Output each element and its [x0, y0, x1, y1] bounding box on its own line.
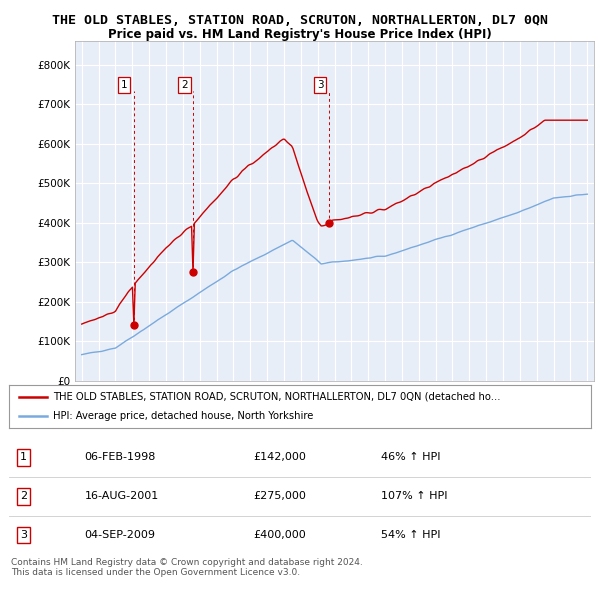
Text: 3: 3: [20, 530, 27, 540]
Text: Contains HM Land Registry data © Crown copyright and database right 2024.
This d: Contains HM Land Registry data © Crown c…: [11, 558, 362, 577]
Text: HPI: Average price, detached house, North Yorkshire: HPI: Average price, detached house, Nort…: [53, 411, 313, 421]
Text: 1: 1: [121, 80, 127, 90]
Text: £400,000: £400,000: [253, 530, 306, 540]
Text: THE OLD STABLES, STATION ROAD, SCRUTON, NORTHALLERTON, DL7 0QN (detached ho...: THE OLD STABLES, STATION ROAD, SCRUTON, …: [53, 392, 500, 402]
Text: £275,000: £275,000: [253, 491, 307, 501]
Text: 3: 3: [317, 80, 323, 90]
Text: 107% ↑ HPI: 107% ↑ HPI: [382, 491, 448, 501]
Text: 1: 1: [20, 453, 27, 462]
Text: 46% ↑ HPI: 46% ↑ HPI: [382, 453, 441, 462]
Text: Price paid vs. HM Land Registry's House Price Index (HPI): Price paid vs. HM Land Registry's House …: [108, 28, 492, 41]
Text: 54% ↑ HPI: 54% ↑ HPI: [382, 530, 441, 540]
Text: 04-SEP-2009: 04-SEP-2009: [85, 530, 155, 540]
Text: £142,000: £142,000: [253, 453, 307, 462]
Text: 06-FEB-1998: 06-FEB-1998: [85, 453, 156, 462]
Text: 2: 2: [20, 491, 27, 501]
Text: 16-AUG-2001: 16-AUG-2001: [85, 491, 159, 501]
Text: THE OLD STABLES, STATION ROAD, SCRUTON, NORTHALLERTON, DL7 0QN: THE OLD STABLES, STATION ROAD, SCRUTON, …: [52, 14, 548, 27]
Text: 2: 2: [181, 80, 188, 90]
